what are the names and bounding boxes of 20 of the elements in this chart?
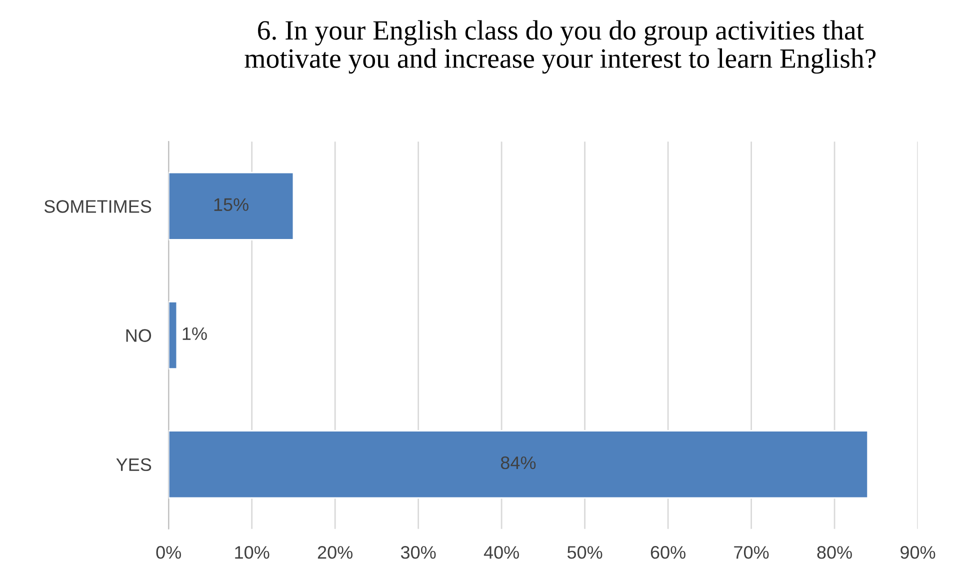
x-tick-label: 10% [235,546,270,559]
data-label: 84% [500,456,536,470]
x-tick-label: 70% [734,546,769,559]
x-tick-label: 90% [900,546,936,559]
x-tick-label: 0% [156,546,182,559]
bar [168,172,294,240]
y-tick-label: NO [126,329,152,342]
data-label: 1% [182,327,207,340]
x-tick-label: 50% [567,546,602,559]
x-tick-label: 80% [817,546,852,559]
bar [168,430,869,499]
x-tick-label: 60% [650,546,686,559]
y-tick-label: SOMETIMES [44,200,152,213]
y-tick-label: YES [116,458,152,472]
x-tick-label: 30% [400,546,436,559]
x-tick-label: 20% [318,546,353,559]
data-label: 15% [214,198,248,211]
chart-title: 6. In your English class do you do group activities that motivate you and increase your interest to learn English? [244,20,876,74]
x-tick-label: 40% [484,546,519,559]
bar [168,300,178,370]
